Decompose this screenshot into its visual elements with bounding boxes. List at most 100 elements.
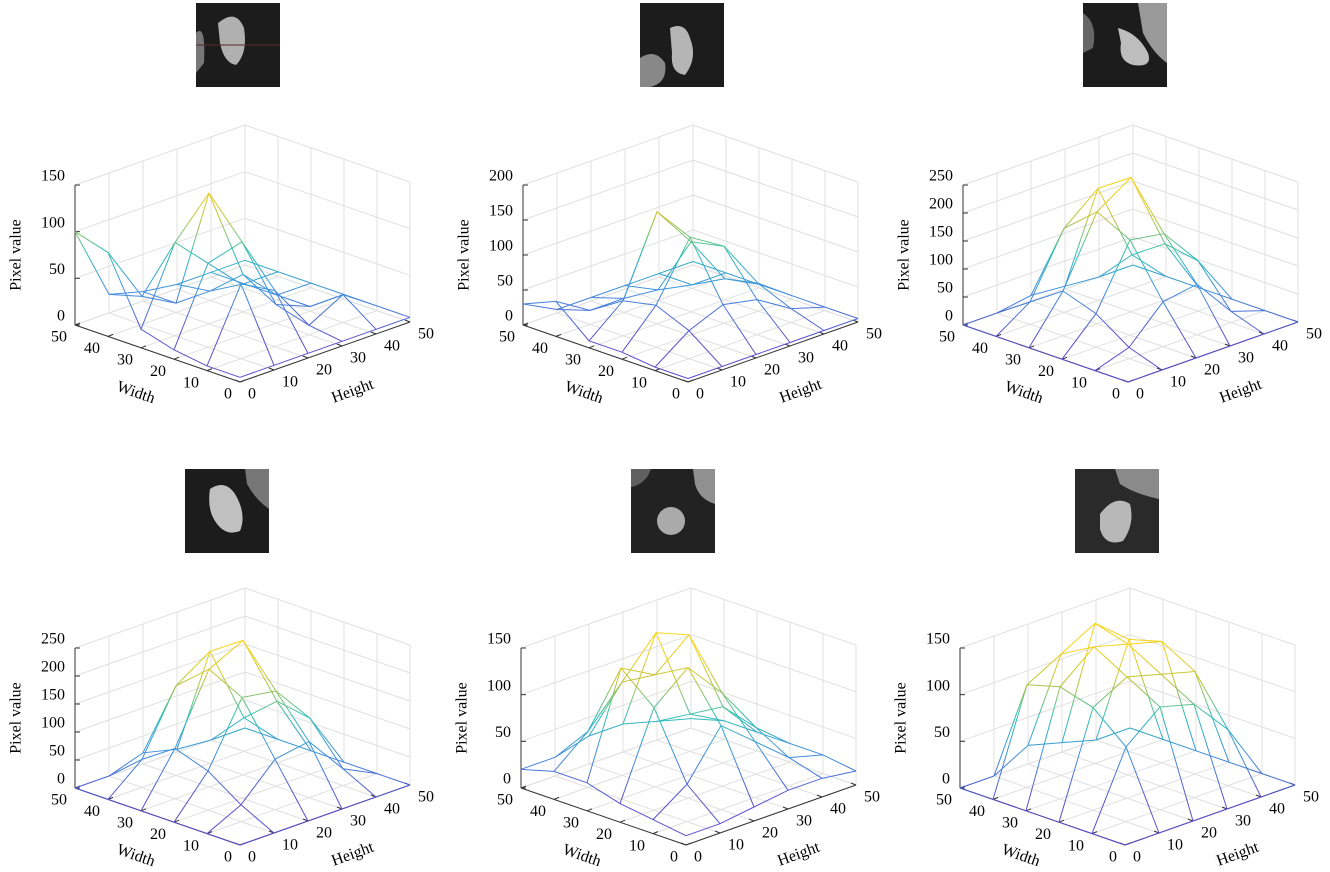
x-tick-label: 40 xyxy=(972,340,988,357)
z-tick-label: 50 xyxy=(497,273,513,290)
grid-line xyxy=(74,699,246,761)
y-tick-label: 20 xyxy=(316,362,332,379)
grid-line xyxy=(962,236,1134,298)
tick-mark xyxy=(1028,345,1035,349)
grid-line xyxy=(692,159,859,218)
mesh-line xyxy=(74,787,241,846)
y-tick-label: 10 xyxy=(728,837,744,854)
z-tick-label: 150 xyxy=(489,203,513,220)
axis-line xyxy=(687,321,859,383)
tick-mark xyxy=(1224,343,1231,347)
y-tick-label: 20 xyxy=(316,825,332,842)
y-tick-label: 50 xyxy=(1303,789,1319,806)
mesh-line xyxy=(962,264,1134,326)
grid-line xyxy=(206,773,378,835)
grid-line xyxy=(74,587,246,649)
tick-mark xyxy=(621,356,628,360)
y-tick-label: 50 xyxy=(1306,326,1322,343)
tick-mark xyxy=(404,319,411,323)
x-tick-label: 0 xyxy=(1109,849,1117,866)
grid-line xyxy=(588,763,755,822)
x-tick-label: 10 xyxy=(1071,374,1087,391)
x-tick-label: 10 xyxy=(183,837,199,854)
mesh-line xyxy=(522,261,694,311)
mesh-line xyxy=(1030,211,1197,359)
tick-mark xyxy=(685,842,692,846)
tick-mark xyxy=(680,842,687,846)
grid-line xyxy=(690,727,857,786)
tick-mark xyxy=(336,343,343,347)
grid-line xyxy=(993,775,1160,834)
grid-line xyxy=(520,727,692,789)
grid-line xyxy=(959,634,1131,696)
tick-mark xyxy=(302,355,309,359)
x-axis-label: Width xyxy=(560,841,603,870)
mesh-line xyxy=(658,273,825,331)
mesh-line xyxy=(554,667,721,824)
y-tick-label: 10 xyxy=(1167,837,1183,854)
surface-chart: 0 10 20 30 40 50 0 10 20 30 40 50 0 50 100 150 Width Heig… xyxy=(8,124,434,407)
axis-line xyxy=(685,784,857,846)
z-tick-label: 50 xyxy=(49,261,65,278)
grid-line xyxy=(1064,288,1231,347)
mesh-line xyxy=(624,241,791,343)
grid-line xyxy=(522,264,694,326)
tick-mark xyxy=(748,818,755,822)
grid-line xyxy=(652,773,824,835)
mesh-line xyxy=(244,727,411,786)
y-tick-label: 0 xyxy=(696,386,704,403)
grid-line xyxy=(1132,180,1299,239)
y-tick-label: 0 xyxy=(248,849,256,866)
z-tick-label: 0 xyxy=(942,771,950,788)
tick-mark xyxy=(206,368,213,372)
mesh-line xyxy=(692,261,859,319)
y-axis-label: Height xyxy=(329,376,376,407)
grid-line xyxy=(690,634,857,693)
z-tick-label: 100 xyxy=(929,252,953,269)
mesh-line xyxy=(244,259,411,318)
x-tick-label: 40 xyxy=(969,803,985,820)
grid-line xyxy=(992,738,1164,800)
grid-line xyxy=(244,124,411,183)
grid-line xyxy=(522,124,694,186)
z-tick-label: 0 xyxy=(503,771,511,788)
tick-mark xyxy=(239,379,246,383)
grid-line xyxy=(1058,761,1230,823)
mesh-line xyxy=(687,318,859,379)
grid-line xyxy=(619,761,791,823)
mesh-line xyxy=(107,252,279,304)
tick-mark xyxy=(850,782,857,786)
grid-line xyxy=(74,124,246,186)
y-tick-label: 20 xyxy=(762,825,778,842)
mesh-line xyxy=(656,706,823,779)
grid-line xyxy=(690,680,857,739)
x-tick-label: 10 xyxy=(1068,837,1084,854)
mesh-line xyxy=(654,299,826,368)
z-axis-label: Pixel value xyxy=(896,219,913,291)
grid-line xyxy=(1095,739,1262,798)
mesh-line xyxy=(959,787,1126,846)
y-axis-label: Height xyxy=(1217,376,1264,407)
axis-line xyxy=(239,321,411,383)
grid-line xyxy=(1027,763,1194,822)
mesh-line xyxy=(210,700,377,798)
grid-line xyxy=(1129,634,1296,693)
y-tick-label: 40 xyxy=(1272,338,1288,355)
tick-mark xyxy=(816,794,823,798)
x-tick-label: 20 xyxy=(150,826,166,843)
z-tick-label: 50 xyxy=(495,724,511,741)
grid-line xyxy=(554,775,721,834)
y-tick-label: 40 xyxy=(384,801,400,818)
grid-line xyxy=(107,738,279,800)
tick-mark xyxy=(992,796,999,800)
tick-mark xyxy=(687,379,694,383)
y-axis-label: Height xyxy=(777,376,824,407)
tick-mark xyxy=(234,379,241,383)
grid-line xyxy=(962,152,1134,214)
x-tick-label: 0 xyxy=(670,849,678,866)
grid-line xyxy=(108,775,275,834)
x-tick-label: 0 xyxy=(224,386,232,403)
z-tick-label: 0 xyxy=(57,771,65,788)
tick-mark xyxy=(555,333,562,337)
mesh-line xyxy=(1091,703,1263,834)
